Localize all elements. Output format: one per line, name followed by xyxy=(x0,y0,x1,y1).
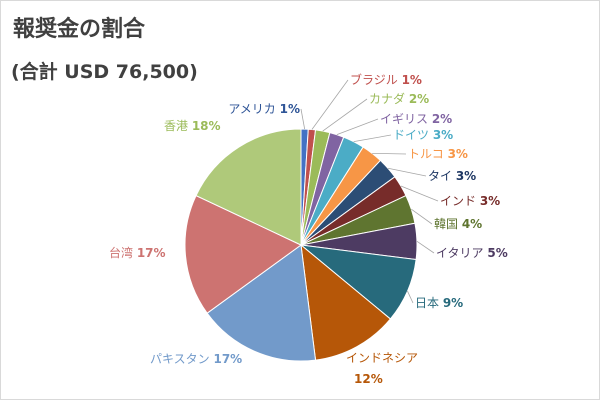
leader-line-7 xyxy=(387,167,427,177)
leader-line-9 xyxy=(411,208,433,225)
leader-line-6 xyxy=(372,152,407,155)
leader-line-5 xyxy=(353,134,392,143)
leader-line-2 xyxy=(311,79,349,130)
slice-label-15: 香港 18% xyxy=(164,119,221,133)
slice-label-11: 日本 9% xyxy=(415,296,463,310)
slice-label-9: 韓国 4% xyxy=(434,217,482,231)
slice-label-8: インド 3% xyxy=(440,194,500,208)
slice-label-6: トルコ 3% xyxy=(408,147,468,161)
pie-slice-15 xyxy=(195,128,302,246)
leader-line-11 xyxy=(407,290,414,304)
pie-slice-13 xyxy=(206,244,317,362)
chart-title: 報奨金の割合 xyxy=(13,17,146,42)
leader-line-8 xyxy=(400,185,439,202)
slice-label-14: 台湾 17% xyxy=(109,245,166,260)
slice-label-5: ドイツ 3% xyxy=(393,128,453,142)
pie-slice-14 xyxy=(184,194,302,314)
leader-line-4 xyxy=(336,118,379,136)
chart-subtitle: (合計 USD 76,500) xyxy=(11,61,198,83)
leader-line-1 xyxy=(300,108,306,130)
pie-slice-12 xyxy=(300,243,392,361)
slice-label-4: イギリス 2% xyxy=(380,112,452,126)
slice-label-10: イタリア 5% xyxy=(436,246,508,260)
leader-line-3 xyxy=(322,98,368,132)
leader-line-10 xyxy=(416,241,435,254)
slice-label-1: アメリカ 1% xyxy=(228,102,300,116)
slice-label-3: カナダ 2% xyxy=(369,91,429,106)
slice-label-2: ブラジル 1% xyxy=(350,72,422,87)
slice-label-7: タイ 3% xyxy=(428,169,476,183)
slice-label-12: インドネシア 12% xyxy=(346,351,418,386)
slice-label-13: パキスタン 17% xyxy=(150,352,242,366)
